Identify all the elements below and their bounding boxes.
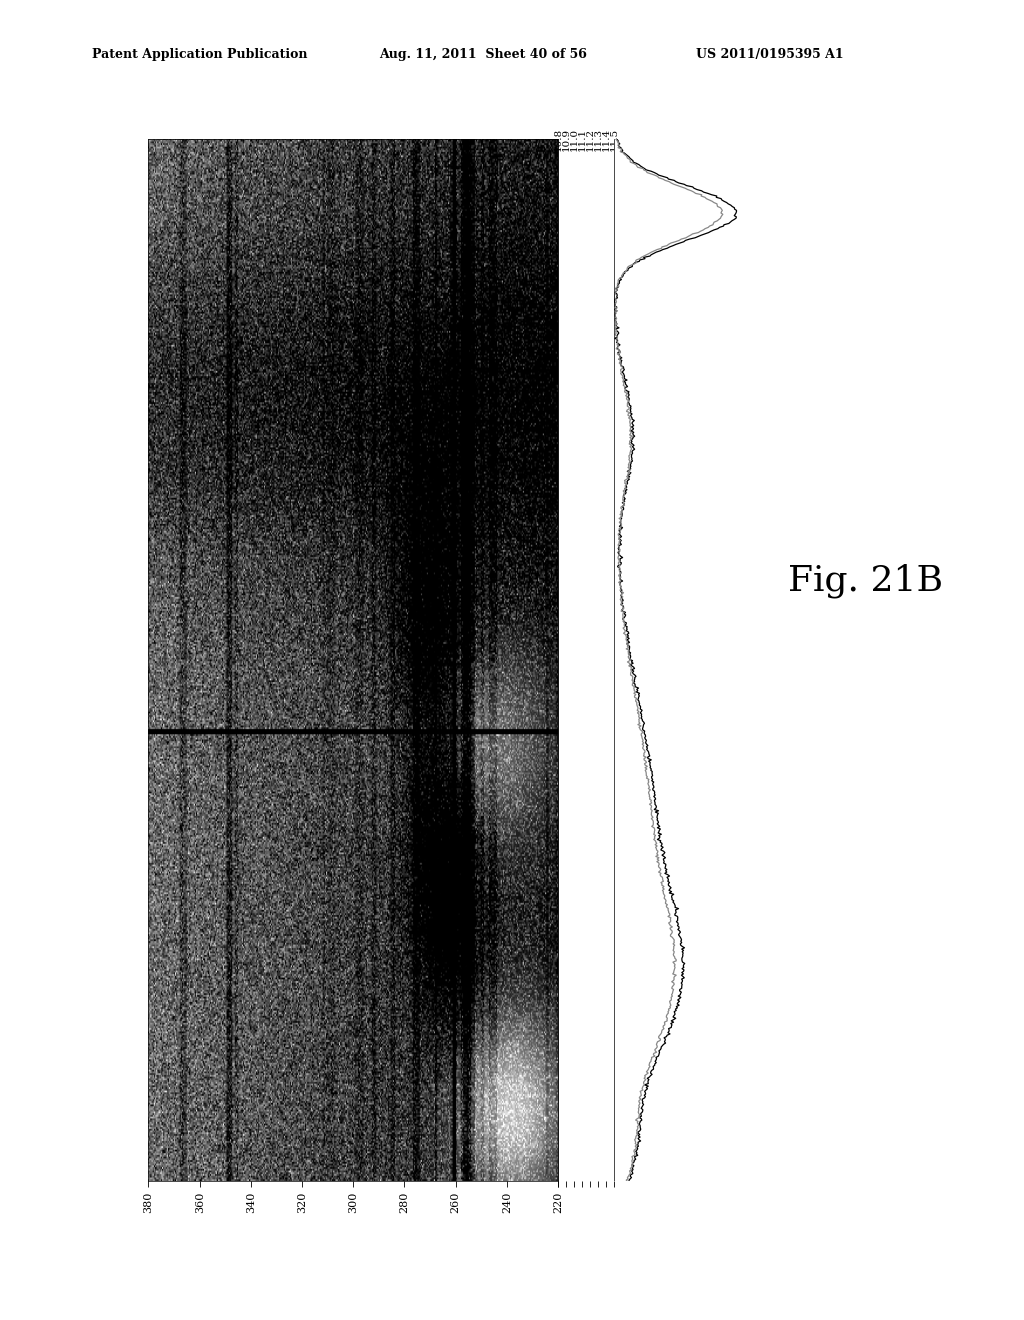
Text: US 2011/0195395 A1: US 2011/0195395 A1 [696,48,844,61]
Text: Aug. 11, 2011  Sheet 40 of 56: Aug. 11, 2011 Sheet 40 of 56 [379,48,587,61]
Text: Fig. 21B: Fig. 21B [787,564,943,598]
Text: Patent Application Publication: Patent Application Publication [92,48,307,61]
